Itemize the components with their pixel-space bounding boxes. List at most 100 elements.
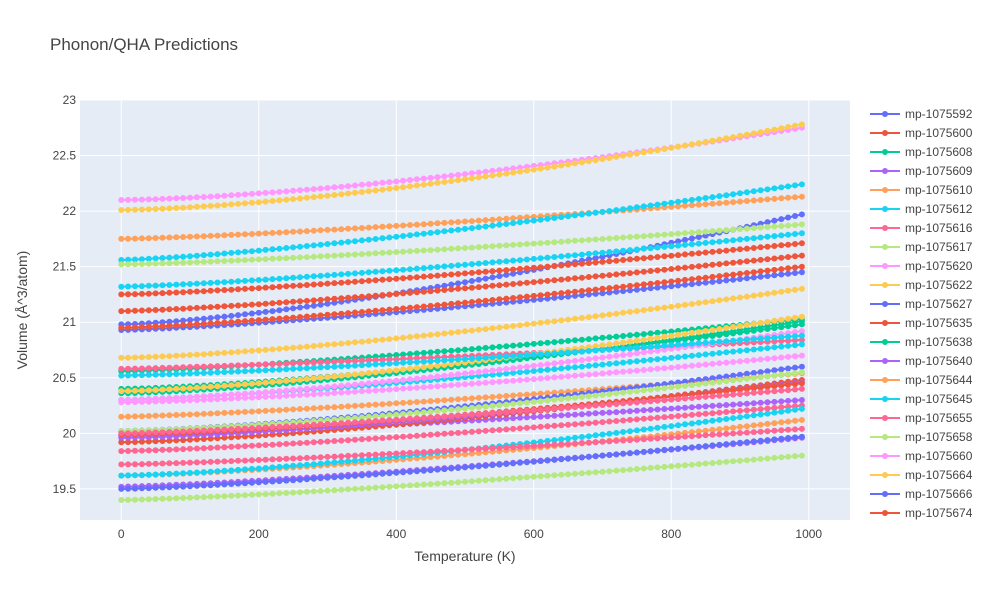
data-point	[138, 485, 145, 492]
legend-item[interactable]: mp-1075627	[870, 297, 973, 311]
data-point	[592, 236, 599, 243]
data-point	[207, 350, 214, 357]
legend-item[interactable]: mp-1075592	[870, 107, 973, 121]
legend-item[interactable]: mp-1075617	[870, 240, 973, 254]
data-point	[173, 412, 180, 418]
legend-item[interactable]: mp-1075635	[870, 316, 973, 330]
data-point	[572, 434, 578, 441]
data-point	[750, 422, 757, 429]
data-point	[620, 270, 627, 277]
legend-item[interactable]: mp-1075622	[870, 278, 973, 292]
data-point	[400, 376, 407, 383]
data-point	[290, 314, 297, 321]
data-point	[200, 304, 207, 311]
data-point	[345, 372, 352, 379]
data-point	[324, 474, 331, 481]
data-point	[187, 253, 193, 260]
data-point	[420, 221, 427, 228]
legend-swatch-marker	[882, 301, 888, 307]
data-point	[386, 356, 393, 363]
data-point	[592, 371, 599, 378]
data-point	[523, 391, 530, 398]
data-point	[798, 252, 805, 259]
legend-item[interactable]: mp-1075610	[870, 183, 973, 197]
data-point	[716, 402, 723, 409]
data-point	[668, 364, 675, 371]
legend[interactable]: mp-1075592 mp-1075600 mp-1075608 mp-1075609…	[870, 107, 973, 520]
data-point	[585, 210, 592, 217]
data-point	[379, 336, 386, 343]
data-point	[578, 420, 585, 427]
data-point	[317, 364, 324, 371]
legend-swatch-marker	[882, 510, 888, 516]
data-point	[214, 363, 221, 370]
legend-item[interactable]: mp-1075660	[870, 449, 973, 463]
legend-item[interactable]: mp-1075666	[870, 487, 973, 501]
data-point	[132, 283, 138, 290]
legend-item[interactable]: mp-1075608	[870, 145, 973, 159]
data-point	[661, 283, 668, 290]
legend-item[interactable]: mp-1075616	[870, 221, 973, 235]
legend-item[interactable]: mp-1075600	[870, 126, 973, 140]
data-point	[606, 409, 613, 416]
data-point	[613, 288, 620, 295]
data-point	[723, 199, 730, 206]
data-point	[620, 389, 627, 396]
data-point	[592, 362, 599, 369]
legend-item[interactable]: mp-1075609	[870, 164, 973, 178]
data-point	[695, 403, 702, 410]
legend-item[interactable]: mp-1075620	[870, 259, 973, 273]
data-point	[317, 296, 324, 303]
data-point	[785, 315, 792, 322]
legend-item[interactable]: mp-1075655	[870, 411, 973, 425]
data-point	[118, 448, 125, 455]
data-point	[627, 205, 633, 212]
data-point	[276, 490, 283, 497]
data-point	[785, 370, 792, 377]
data-point	[688, 301, 695, 307]
data-point	[565, 373, 572, 380]
data-point	[455, 219, 462, 225]
data-point	[585, 274, 592, 280]
data-point	[482, 297, 489, 304]
data-point	[448, 413, 455, 419]
data-point	[228, 395, 235, 402]
legend-item[interactable]: mp-1075674	[870, 506, 973, 520]
data-point	[654, 201, 661, 208]
data-point	[523, 414, 530, 421]
legend-item[interactable]: mp-1075612	[870, 202, 973, 216]
data-point	[730, 424, 737, 431]
data-point	[798, 181, 805, 188]
data-point	[448, 382, 455, 389]
data-point	[737, 423, 743, 430]
legend-item[interactable]: mp-1075638	[870, 335, 973, 349]
legend-item[interactable]: mp-1075645	[870, 392, 973, 406]
legend-item[interactable]: mp-1075664	[870, 468, 973, 482]
data-point	[393, 178, 400, 185]
data-point	[585, 439, 592, 446]
data-point	[558, 276, 565, 283]
data-point	[764, 326, 771, 332]
data-point	[235, 348, 242, 355]
series-line	[121, 213, 803, 326]
data-point	[214, 396, 221, 403]
data-point	[640, 268, 647, 275]
data-point	[475, 224, 482, 231]
data-point	[675, 203, 682, 210]
data-point	[523, 376, 530, 383]
data-point	[138, 387, 145, 394]
data-point	[193, 436, 200, 443]
data-point	[290, 387, 297, 393]
data-point	[668, 252, 675, 259]
data-point	[613, 271, 620, 278]
legend-label: mp-1075620	[905, 259, 973, 273]
data-point	[200, 203, 207, 210]
legend-item[interactable]: mp-1075644	[870, 373, 973, 387]
data-point	[620, 437, 627, 444]
data-point	[599, 156, 606, 163]
legend-item[interactable]: mp-1075640	[870, 354, 973, 368]
data-point	[138, 324, 145, 331]
legend-item[interactable]: mp-1075658	[870, 430, 973, 444]
data-point	[627, 388, 633, 395]
series-line	[121, 404, 802, 453]
